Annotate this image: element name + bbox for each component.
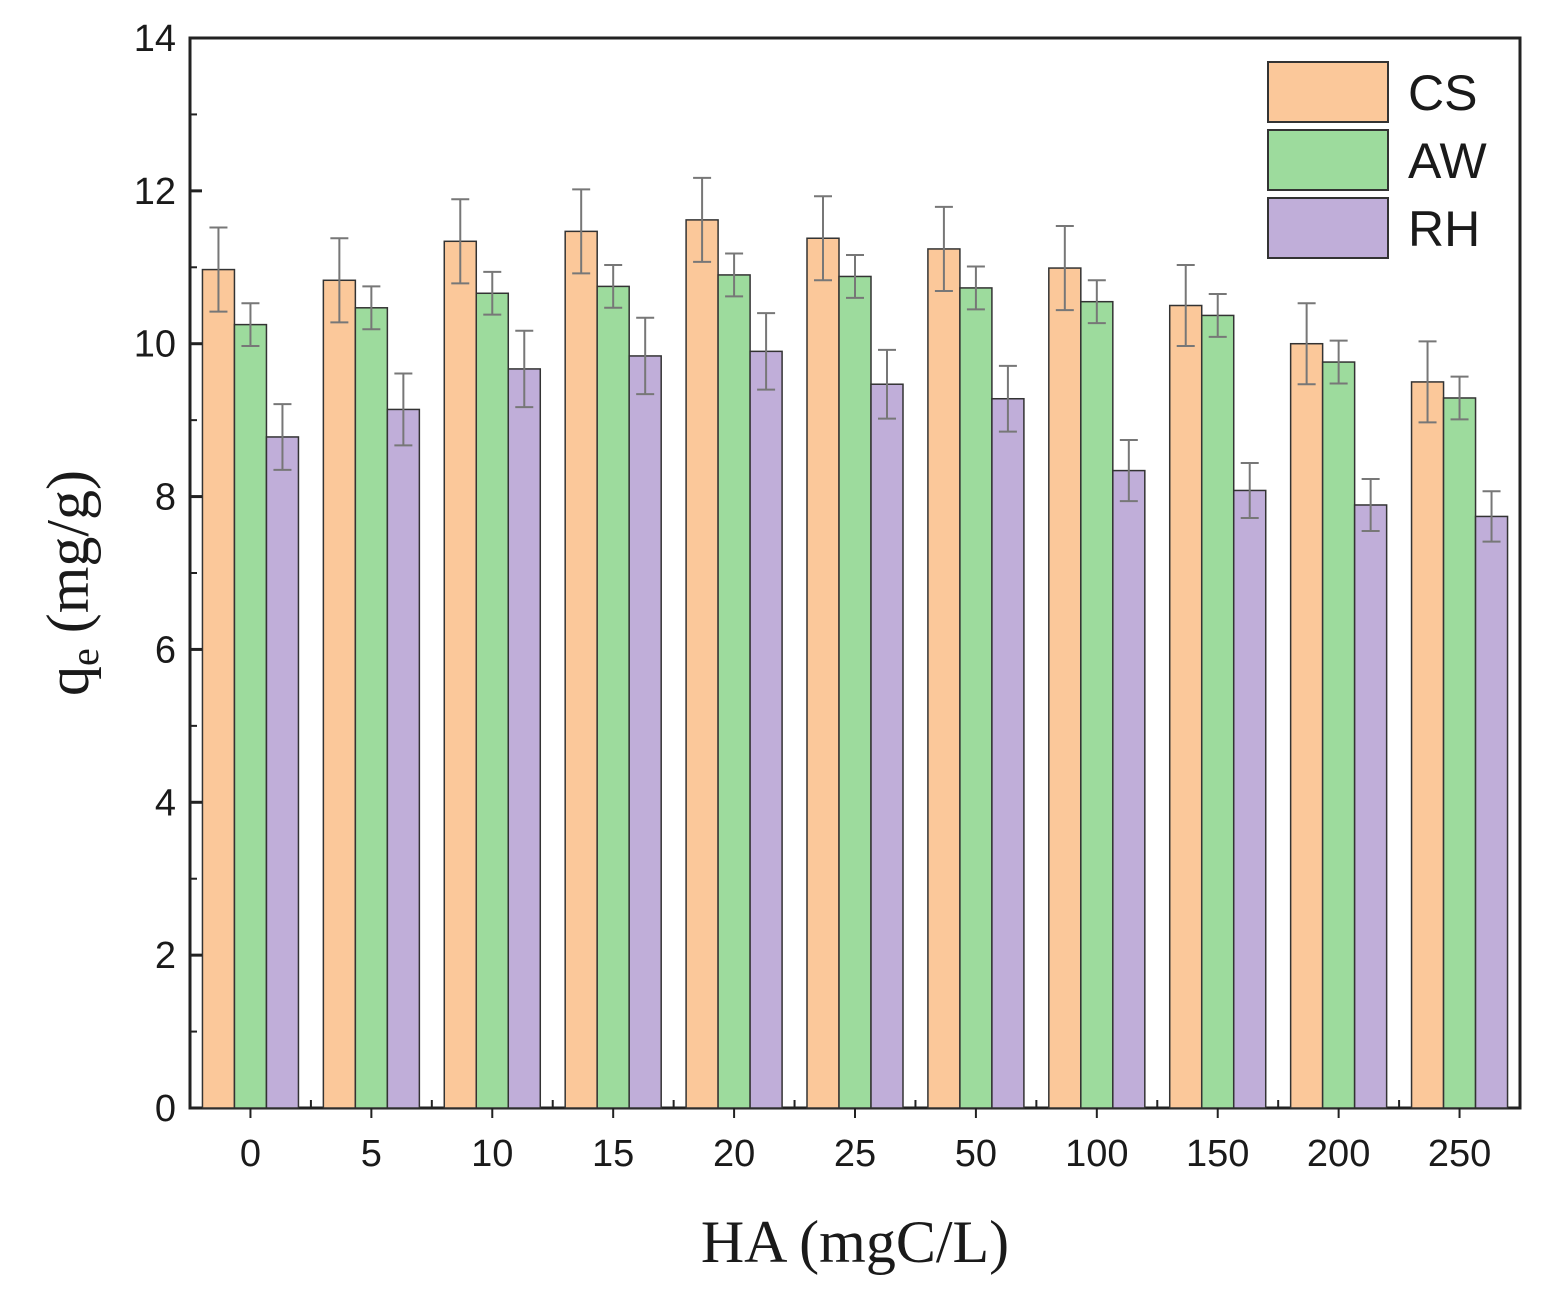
legend-label-rh: RH <box>1408 201 1480 257</box>
legend-label-aw: AW <box>1408 133 1487 189</box>
bar-cs <box>443 240 478 1109</box>
bar-cs <box>322 279 357 1109</box>
y-tick-label: 6 <box>155 629 176 671</box>
bar-cs <box>564 230 598 1109</box>
y-tick-label: 0 <box>155 1088 176 1130</box>
bar-aw <box>354 307 389 1109</box>
y-axis: 0 2 4 6 8 10 12 14 <box>134 18 202 1130</box>
bar-aw <box>838 275 872 1109</box>
legend-swatch-cs <box>1267 61 1389 123</box>
bar-aw <box>1442 397 1477 1109</box>
x-tick-label: 25 <box>834 1133 876 1175</box>
y-tick-label: 4 <box>155 782 176 824</box>
bar-rh <box>628 355 662 1109</box>
bar-cs <box>1289 342 1324 1109</box>
bar-aw <box>475 292 510 1109</box>
bar-cs <box>1048 267 1082 1109</box>
bar-cs <box>927 248 961 1109</box>
bar-rh <box>1112 469 1146 1109</box>
x-tick-label: 150 <box>1186 1133 1249 1175</box>
y-tick-label: 2 <box>155 935 176 977</box>
x-tick-label: 250 <box>1428 1133 1491 1175</box>
x-tick-label: 200 <box>1307 1133 1370 1175</box>
bar-rh <box>870 383 904 1109</box>
bar-rh <box>386 408 421 1109</box>
legend-swatch-rh <box>1267 197 1389 259</box>
bar-aw <box>1321 361 1356 1109</box>
y-tick-label: 12 <box>134 171 176 213</box>
x-axis: 0 5 10 15 20 25 50 100 150 200 250 <box>240 1100 1491 1175</box>
x-tick-label: 20 <box>713 1133 755 1175</box>
bar-aw <box>596 285 630 1109</box>
bar-rh <box>1353 504 1388 1109</box>
plot-area: 0 2 4 6 8 10 12 14 0 5 10 15 20 25 50 100 150 200 250 CS A… <box>134 18 1522 1175</box>
x-tick-label: 5 <box>361 1133 382 1175</box>
bar-aw <box>1080 300 1114 1109</box>
legend: CS AW RH <box>1267 61 1487 259</box>
x-tick-label: 15 <box>592 1133 634 1175</box>
y-axis-title-subscript: e <box>62 648 107 666</box>
bar-aw <box>1200 314 1235 1109</box>
bar-cs <box>1410 381 1445 1109</box>
bar-cs <box>685 219 719 1109</box>
bar-rh <box>507 368 542 1109</box>
bar-aw <box>717 274 751 1109</box>
bar-rh <box>749 350 783 1109</box>
bar-cs <box>1168 304 1203 1109</box>
bars-group <box>201 219 1509 1109</box>
y-tick-label: 10 <box>134 324 176 366</box>
bar-rh <box>265 436 300 1109</box>
error-bars-group <box>209 176 1501 543</box>
x-tick-label: 10 <box>471 1133 513 1175</box>
bar-cs <box>806 237 840 1109</box>
y-tick-label: 14 <box>134 18 176 60</box>
bar-rh <box>1232 489 1267 1109</box>
x-tick-label: 100 <box>1065 1133 1128 1175</box>
bar-rh <box>1474 515 1509 1109</box>
x-axis-title: HA (mgC/L) <box>701 1209 1009 1275</box>
y-axis-title-unit: (mg/g) <box>35 470 101 648</box>
x-tick-label: 0 <box>240 1133 261 1175</box>
bar-cs <box>201 268 236 1109</box>
y-axis-title-main: q <box>35 666 101 696</box>
bar-aw <box>233 323 268 1109</box>
y-axis-title: qe (mg/g) <box>35 470 107 696</box>
legend-label-cs: CS <box>1408 65 1477 121</box>
legend-swatch-aw <box>1267 129 1389 191</box>
bar-rh <box>991 397 1025 1109</box>
x-tick-label: 50 <box>955 1133 997 1175</box>
bar-aw <box>959 287 993 1109</box>
y-tick-label: 8 <box>155 477 176 519</box>
